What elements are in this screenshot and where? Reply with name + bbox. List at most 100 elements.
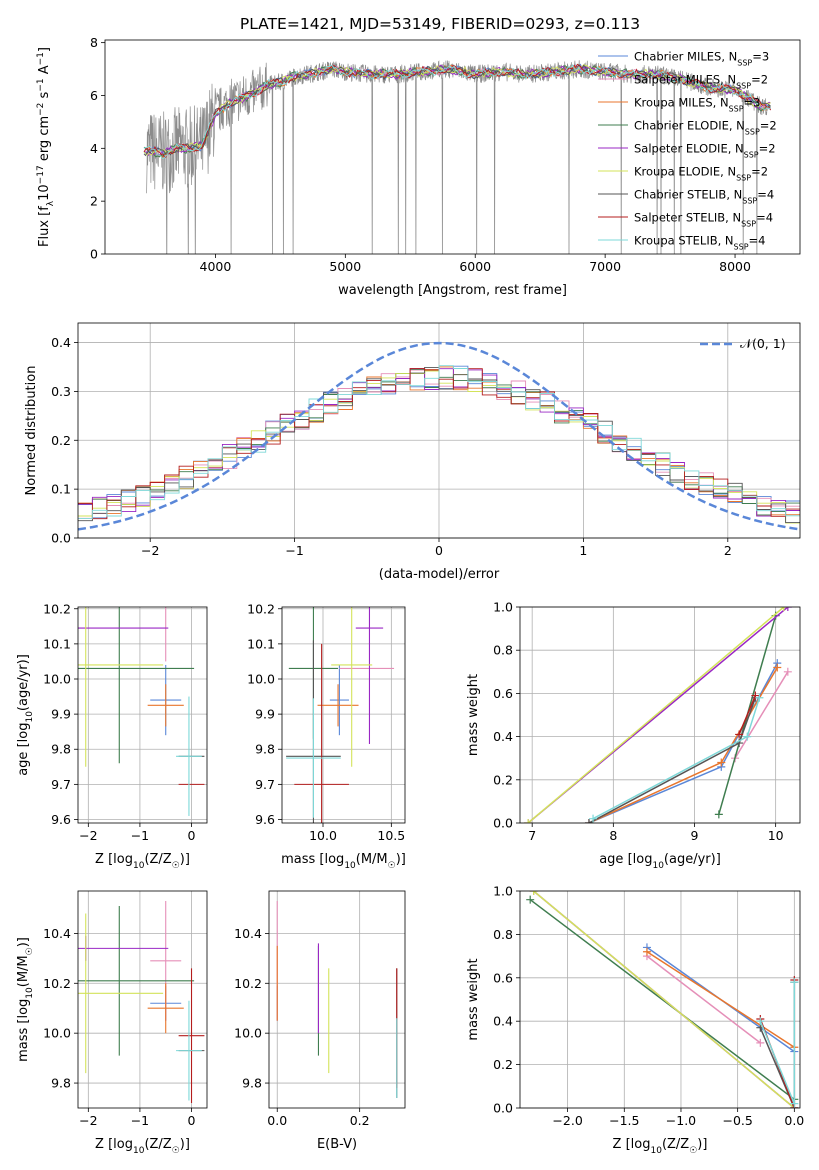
errorbar-point <box>317 684 359 727</box>
weight-marker <box>751 691 760 700</box>
weight-marker <box>783 667 792 676</box>
errorbar-point <box>78 607 164 767</box>
panel-residuals: −2 −1 0 1 2 0.0 0.1 0.2 0.3 0.4 (data-model)/error… <box>24 322 801 582</box>
axes-frame <box>77 322 801 539</box>
legend-entry: Chabrier MILES, NSSP=3 <box>634 50 769 68</box>
tick-label-y: 0 <box>90 247 98 262</box>
tick-label-x: −2 <box>79 828 97 843</box>
tick-label-y: 10.2 <box>234 976 262 991</box>
tick-label-x: 10 <box>768 828 784 843</box>
tick-label-y: 0.4 <box>51 335 71 350</box>
tick-label-x: 8000 <box>719 259 751 274</box>
plot-area <box>286 607 395 823</box>
model-spectrum <box>143 64 771 160</box>
errorbar-point <box>294 643 349 823</box>
histogram-series <box>78 365 800 519</box>
weight-line <box>588 662 778 823</box>
errorbar-point <box>176 1000 202 1101</box>
tick-label-y: 0.8 <box>493 927 513 942</box>
weight-marker <box>584 819 593 823</box>
x-axis-label: age [log10(age/yr)] <box>599 852 721 871</box>
tick-label-y: 0.2 <box>493 1057 513 1072</box>
plot-area <box>78 607 205 816</box>
weight-line <box>646 951 795 1048</box>
legend-entry: Kroupa MILES, NSSP=3 <box>634 96 760 114</box>
tick-label-y: 10.2 <box>247 601 275 616</box>
panel-weight-vs-Z: −2.0 −1.5 −1.0 −0.5 0.0 0.0 0.2 0.4 0.6 0.8 1.0 Z [… <box>466 884 804 1157</box>
tick-label-y: 0.1 <box>51 482 71 497</box>
weight-line <box>588 667 778 823</box>
weight-marker <box>526 895 535 904</box>
tick-label-y: 0.2 <box>51 433 71 448</box>
y-axis-label: mass weight <box>466 674 481 756</box>
weight-marker <box>717 758 726 767</box>
x-axis-label: Z [log10(Z/Z☉)] <box>95 852 190 871</box>
weight-marker <box>773 663 782 672</box>
tick-label-y: 9.7 <box>51 777 71 792</box>
plot-area <box>78 341 800 531</box>
x-axis-label: Z [log10(Z/Z☉)] <box>613 1137 708 1156</box>
tick-label-y: 9.8 <box>51 742 71 757</box>
tick-label-x: −1 <box>131 828 149 843</box>
panel-mass-vs-Z: −2 −1 0 9.8 10.0 10.2 10.4 Z [log10(Z/Z☉)] mass … <box>16 890 208 1156</box>
tick-label-x: 0 <box>188 1113 196 1128</box>
x-axis-label: (data-model)/error <box>379 567 500 582</box>
panel-weight-vs-age: 7 8 9 10 0.0 0.2 0.4 0.6 0.8 1.0 age [log10(age/yr… <box>466 600 801 871</box>
weight-marker <box>743 732 752 741</box>
axes-frame <box>519 890 801 1109</box>
weight-line <box>588 697 757 823</box>
axes-frame <box>77 606 208 824</box>
tick-label-y: 0.4 <box>493 1014 513 1029</box>
tick-label-x: 2 <box>724 543 732 558</box>
plot-area <box>526 891 799 1108</box>
legend-entry: Chabrier STELIB, NSSP=4 <box>634 188 774 206</box>
tick-label-x: −2 <box>141 543 159 558</box>
tick-label-x: 7 <box>528 828 536 843</box>
errorbar-point <box>331 607 373 767</box>
weight-line <box>738 695 757 735</box>
weight-line <box>646 955 761 1044</box>
panel-age-vs-mass: 10.0 10.5 9.6 9.7 9.8 9.9 10.0 10.1 10.2 mass [lo… <box>247 601 406 871</box>
errorbar-point <box>78 913 164 1074</box>
tick-label-y: 0.3 <box>51 384 71 399</box>
weight-marker <box>755 693 764 702</box>
weight-marker <box>756 1038 765 1047</box>
axes-frame <box>268 890 406 1109</box>
legend-entry: Salpeter ELODIE, NSSP=2 <box>634 142 776 160</box>
legend-spectrum: Chabrier MILES, NSSP=3 Salpeter MILES, NS… <box>598 50 777 251</box>
tick-label-x: 0 <box>435 543 443 558</box>
tick-label-y: 10.0 <box>234 1026 262 1041</box>
model-spectrum <box>143 64 771 160</box>
tick-label-y: 9.8 <box>255 742 275 757</box>
axes-frame <box>281 606 406 824</box>
legend-entry: Kroupa ELODIE, NSSP=2 <box>634 165 768 183</box>
weight-marker <box>642 947 651 956</box>
legend-entry: 𝒩(0, 1) <box>740 336 786 351</box>
tick-label-y: 9.8 <box>51 1076 71 1091</box>
figure-title: PLATE=1421, MJD=53149, FIBERID=0293, z=0… <box>240 15 640 33</box>
tick-label-y: 0.6 <box>493 970 513 985</box>
tick-label-y: 8 <box>90 35 98 50</box>
tick-label-y: 10.0 <box>43 1026 71 1041</box>
tick-label-y: 1.0 <box>493 600 513 615</box>
legend-hist: 𝒩(0, 1) <box>700 336 786 351</box>
tick-label-x: −2 <box>79 1113 97 1128</box>
x-axis-label: E(B-V) <box>317 1137 357 1152</box>
x-axis-label: wavelength [Angstrom, rest frame] <box>338 283 567 298</box>
weight-marker <box>529 891 538 895</box>
weight-marker <box>779 607 788 611</box>
tick-label-x: 10.0 <box>309 828 337 843</box>
weight-line <box>759 982 796 1104</box>
axes-frame <box>77 890 208 1109</box>
tick-label-x: −2.0 <box>552 1113 582 1128</box>
errorbar-point <box>147 983 184 1034</box>
weight-marker <box>524 819 533 823</box>
tick-label-y: 0.0 <box>51 531 71 546</box>
errorbar-point <box>178 968 205 1104</box>
errorbar-point <box>355 607 384 744</box>
model-spectrum <box>144 64 771 157</box>
plot-area <box>276 900 398 1099</box>
errorbar-point <box>78 905 195 1056</box>
tick-label-y: 10.0 <box>247 672 275 687</box>
